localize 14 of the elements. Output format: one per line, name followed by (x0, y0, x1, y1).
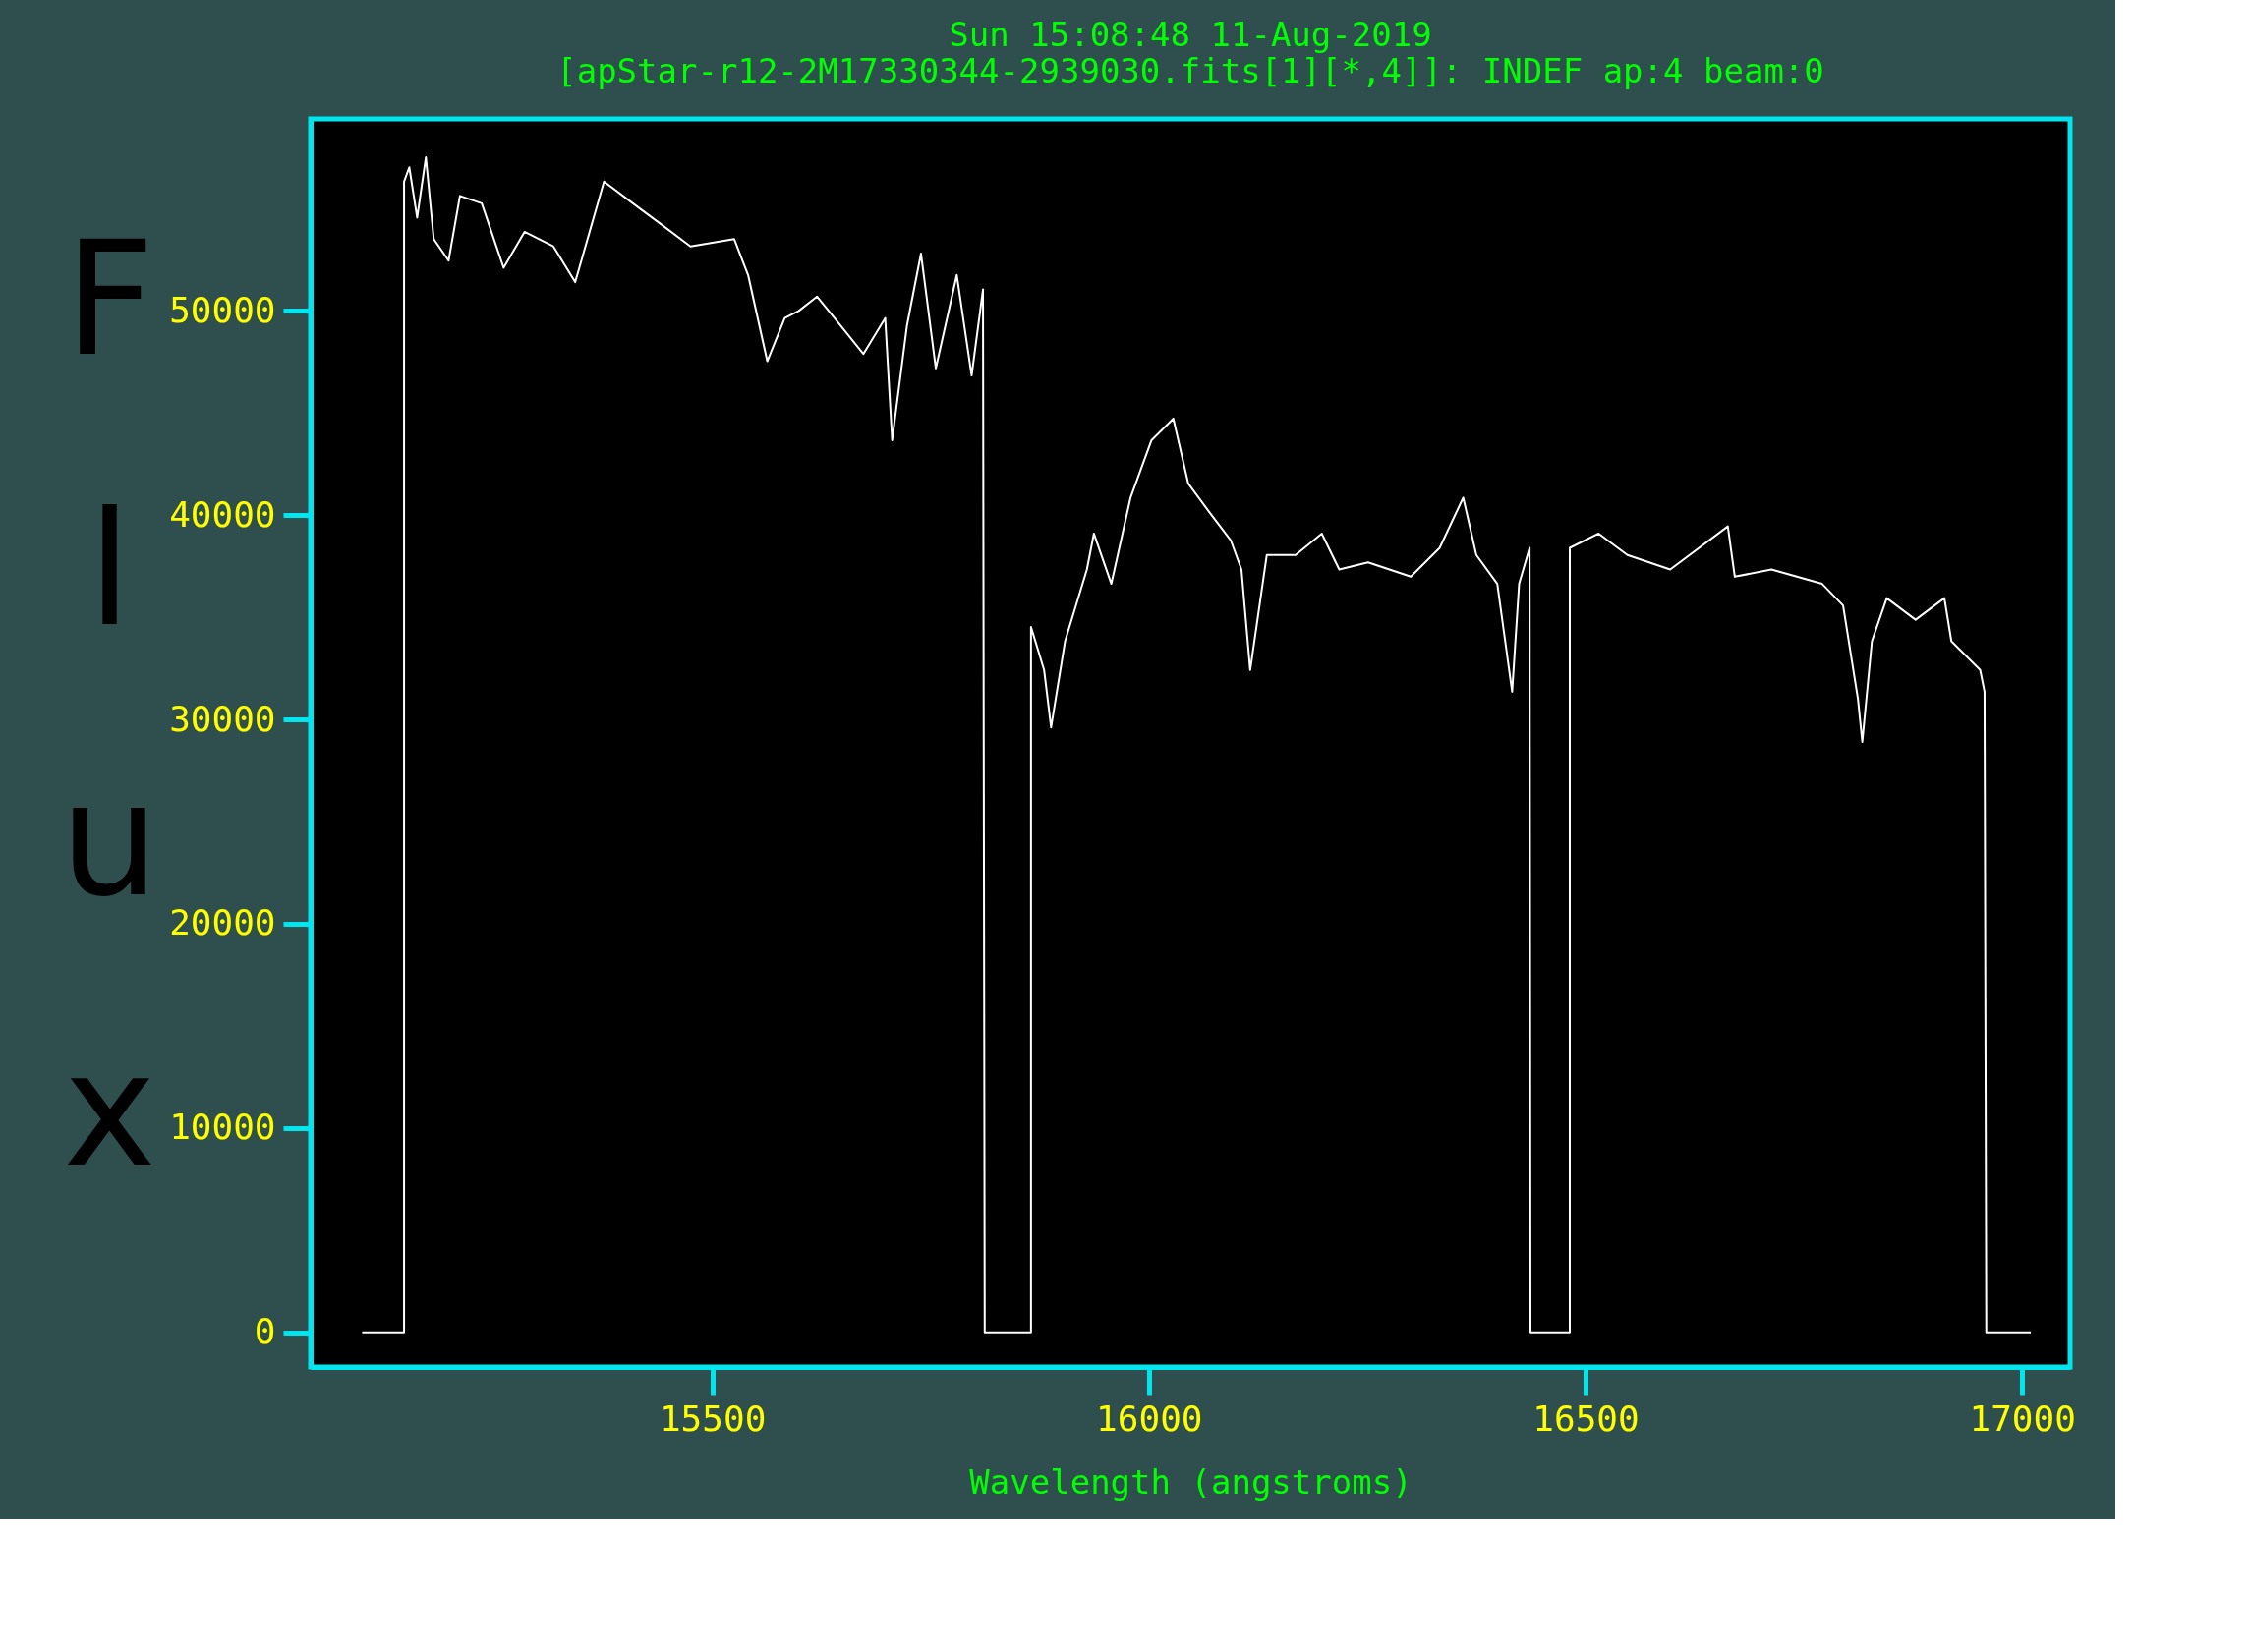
y-tick-label: 20000 (169, 902, 276, 943)
x-tick-label: 16500 (1532, 1397, 1640, 1439)
x-tick-label: 16000 (1096, 1397, 1203, 1439)
chart-title: Sun 15:08:48 11-Aug-2019 (949, 15, 1432, 54)
y-tick-label: 30000 (169, 698, 276, 739)
x-tick-label: 17000 (1969, 1397, 2076, 1439)
y-tick-label: 40000 (169, 493, 276, 535)
y-tick-label: 0 (254, 1311, 276, 1352)
line-series (361, 156, 2033, 1334)
x-tick-label: 15500 (659, 1397, 767, 1439)
y-axis-title: Flux (59, 206, 160, 1202)
y-tick-label: 50000 (169, 289, 276, 330)
x-axis-title: Wavelength (angstroms) (969, 1461, 1413, 1502)
y-tick-label: 10000 (169, 1107, 276, 1148)
